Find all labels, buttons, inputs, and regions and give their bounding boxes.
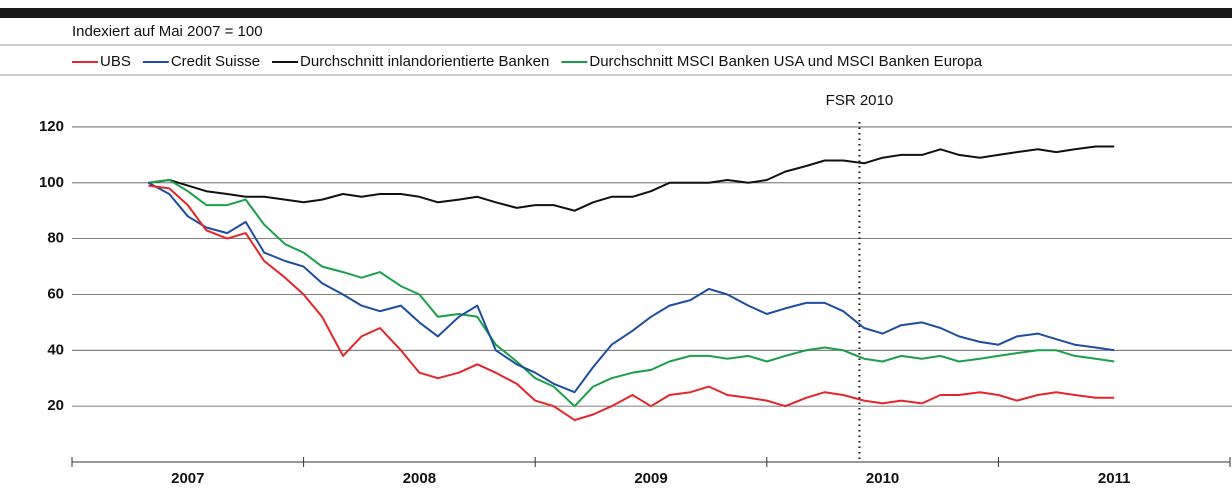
x-tick-label: 2008 — [403, 470, 436, 487]
y-tick-label: 60 — [47, 285, 64, 302]
legend-label: Credit Suisse — [171, 53, 260, 70]
series-line — [147, 181, 1115, 394]
y-tick-label: 120 — [39, 118, 64, 135]
y-tick-label: 40 — [47, 341, 64, 358]
y-tick-label: 20 — [47, 397, 64, 414]
series-line — [148, 179, 1115, 408]
series-line — [148, 184, 1115, 422]
x-tick-label: 2009 — [634, 470, 667, 487]
subtitle: Indexiert auf Mai 2007 = 100 — [72, 23, 263, 40]
x-tick-label: 2007 — [171, 470, 204, 487]
legend-label: Durchschnitt MSCI Banken USA und MSCI Ba… — [589, 53, 982, 70]
annotation-label: FSR 2010 — [826, 92, 894, 109]
y-tick-label: 80 — [47, 230, 64, 247]
x-tick-label: 2011 — [1098, 470, 1131, 487]
legend-label: UBS — [100, 53, 131, 70]
legend-label: Durchschnitt inlandorientierte Banken — [300, 53, 549, 70]
header-bar — [0, 8, 1232, 18]
series-line — [148, 145, 1115, 212]
x-tick-label: 2010 — [866, 470, 899, 487]
y-tick-label: 100 — [39, 174, 64, 191]
